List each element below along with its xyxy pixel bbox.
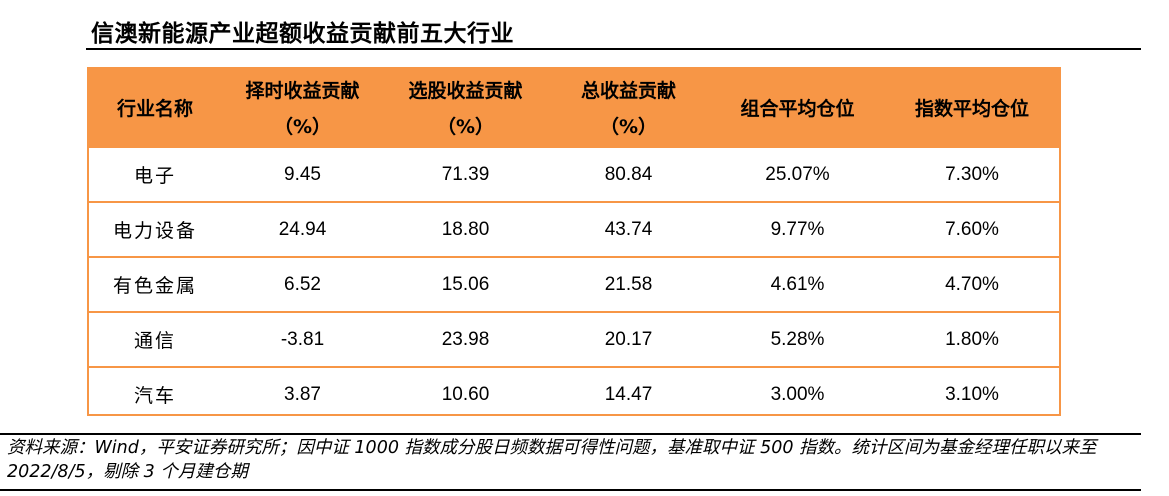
header-label: 组合平均仓位 <box>740 97 855 120</box>
header-unit: （%） <box>599 115 658 138</box>
table-header: 行业名称 择时收益贡献 （%） 选股收益贡献 （%） 总收益贡献 （%） 组合平… <box>89 69 1059 148</box>
cell-selection: 18.80 <box>384 201 547 257</box>
header-total-contribution: 总收益贡献 （%） <box>547 69 710 148</box>
table-row: 汽车 3.87 10.60 14.47 3.00% 3.10% <box>89 366 1059 421</box>
header-label: 选股收益贡献 <box>408 79 523 102</box>
source-bottom-rule <box>0 489 1141 491</box>
table-row: 电力设备 24.94 18.80 43.74 9.77% 7.60% <box>89 201 1059 257</box>
table-row: 通信 -3.81 23.98 20.17 5.28% 1.80% <box>89 311 1059 367</box>
cell-timing: 24.94 <box>221 201 384 257</box>
cell-timing: 3.87 <box>221 366 384 421</box>
source-note: 资料来源：Wind，平安证券研究所；因中证 1000 指数成分股日频数据可得性问… <box>7 438 1097 482</box>
header-label: 指数平均仓位 <box>914 97 1029 120</box>
cell-industry: 有色金属 <box>89 256 221 312</box>
cell-selection: 71.39 <box>441 163 490 185</box>
cell-index-weight: 7.60% <box>885 201 1059 257</box>
cell-portfolio-weight: 25.07% <box>765 163 830 185</box>
cell-total: 80.84 <box>604 163 653 185</box>
cell-selection: 15.06 <box>384 256 547 312</box>
data-table: 行业名称 择时收益贡献 （%） 选股收益贡献 （%） 总收益贡献 （%） 组合平… <box>89 69 1059 421</box>
title-rule <box>86 48 1141 50</box>
cell-timing: 6.52 <box>221 256 384 312</box>
cell-total: 43.74 <box>547 201 710 257</box>
cell-portfolio-weight: 9.77% <box>710 201 885 257</box>
header-index-weight: 指数平均仓位 <box>885 69 1059 148</box>
table-body: 电子 9.45 71.39 80.84 25.07% 7.30% 电力设备 24… <box>89 148 1059 421</box>
cell-index-weight: 3.10% <box>885 366 1059 421</box>
header-row: 行业名称 择时收益贡献 （%） 选股收益贡献 （%） 总收益贡献 （%） 组合平… <box>89 69 1059 148</box>
header-selection-contribution: 选股收益贡献 （%） <box>384 69 547 148</box>
cell-portfolio-weight: 5.28% <box>710 311 885 367</box>
cell-selection: 10.60 <box>384 366 547 421</box>
cell-timing: 9.45 <box>284 163 321 185</box>
header-industry: 行业名称 <box>89 69 221 148</box>
industry-contribution-table: 行业名称 择时收益贡献 （%） 选股收益贡献 （%） 总收益贡献 （%） 组合平… <box>87 67 1061 421</box>
table-row: 电子 9.45 71.39 80.84 25.07% 7.30% <box>89 148 1059 202</box>
cell-selection: 23.98 <box>384 311 547 367</box>
cell-portfolio-weight: 3.00% <box>710 366 885 421</box>
cell-industry: 电子 <box>133 165 176 187</box>
header-label: 总收益贡献 <box>580 79 676 102</box>
cell-total: 20.17 <box>547 311 710 367</box>
header-timing-contribution: 择时收益贡献 （%） <box>221 69 384 148</box>
cell-index-weight: 1.80% <box>885 311 1059 367</box>
cell-industry: 汽车 <box>89 366 221 421</box>
cell-industry: 通信 <box>89 311 221 367</box>
table-row: 有色金属 6.52 15.06 21.58 4.61% 4.70% <box>89 256 1059 312</box>
header-portfolio-weight: 组合平均仓位 <box>710 69 885 148</box>
cell-timing: -3.81 <box>221 311 384 367</box>
header-unit: （%） <box>436 115 495 138</box>
header-unit: （%） <box>273 115 332 138</box>
table-title: 信澳新能源产业超额收益贡献前五大行业 <box>91 21 514 47</box>
cell-total: 21.58 <box>547 256 710 312</box>
header-label: 行业名称 <box>116 97 193 120</box>
cell-industry: 电力设备 <box>89 201 221 257</box>
cell-portfolio-weight: 4.61% <box>710 256 885 312</box>
cell-total: 14.47 <box>547 366 710 421</box>
cell-index-weight: 4.70% <box>885 256 1059 312</box>
header-label: 择时收益贡献 <box>245 79 360 102</box>
source-top-rule <box>0 433 1141 435</box>
cell-index-weight: 7.30% <box>945 163 999 185</box>
